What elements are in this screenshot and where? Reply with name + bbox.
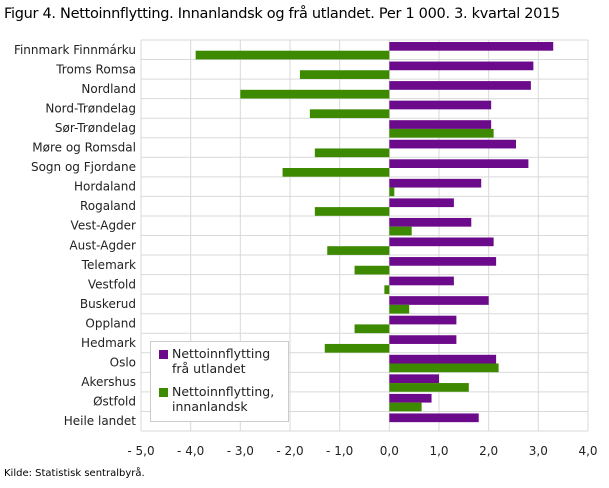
category-label: Vest-Agder bbox=[71, 219, 137, 233]
bar-utlandet bbox=[389, 100, 492, 110]
bar-innanlandsk bbox=[389, 187, 395, 197]
bar-innanlandsk bbox=[389, 128, 494, 138]
legend-label: Nettoinnflytting, bbox=[172, 384, 275, 399]
category-label: Hedmark bbox=[81, 336, 136, 350]
bar-utlandet bbox=[389, 315, 457, 325]
bar-innanlandsk bbox=[309, 109, 390, 119]
bar-utlandet bbox=[389, 374, 439, 384]
category-label: Sogn og Fjordane bbox=[31, 160, 136, 174]
bar-utlandet bbox=[389, 178, 482, 188]
bar-utlandet bbox=[389, 354, 497, 364]
chart-title: Figur 4. Nettoinnflytting. Innanlandsk o… bbox=[4, 6, 560, 22]
bar-innanlandsk bbox=[282, 168, 390, 177]
bar-innanlandsk bbox=[389, 226, 412, 236]
x-tick-label: 4,0 bbox=[578, 444, 597, 458]
x-tick-label: 0,0 bbox=[380, 444, 399, 458]
bar-utlandet bbox=[389, 413, 479, 423]
legend-swatch-utlandet bbox=[159, 350, 168, 359]
bar-utlandet bbox=[389, 198, 454, 208]
bar-innanlandsk bbox=[240, 89, 390, 99]
bar-utlandet bbox=[389, 120, 492, 129]
x-tick-label: - 5,0 bbox=[127, 444, 154, 458]
bar-innanlandsk bbox=[354, 265, 390, 275]
bar-innanlandsk bbox=[314, 148, 390, 158]
bar-innanlandsk bbox=[324, 343, 390, 353]
category-label: Møre og Romsdal bbox=[32, 141, 136, 155]
category-label: Østfold bbox=[93, 395, 136, 409]
bar-innanlandsk bbox=[195, 50, 390, 60]
bar-innanlandsk bbox=[384, 285, 390, 294]
category-label: Finnmark Finnmárku bbox=[14, 43, 136, 57]
bar-utlandet bbox=[389, 335, 457, 344]
x-tick-label: 3,0 bbox=[529, 444, 548, 458]
legend: Nettoinnflytting frå utlandet Nettoinnfly… bbox=[150, 341, 289, 422]
bar-innanlandsk bbox=[299, 70, 390, 79]
bar-utlandet bbox=[389, 237, 494, 247]
x-tick-label: - 1,0 bbox=[326, 444, 353, 458]
x-tick-label: - 2,0 bbox=[276, 444, 303, 458]
legend-label: frå utlandet bbox=[172, 361, 246, 376]
legend-item-utlandet: Nettoinnflytting frå utlandet bbox=[159, 346, 270, 376]
bar-utlandet bbox=[389, 61, 534, 71]
category-label: Rogaland bbox=[80, 199, 136, 213]
bar-utlandet bbox=[389, 42, 554, 51]
category-label: Vestfold bbox=[88, 277, 136, 291]
legend-swatch-innanlandsk bbox=[159, 388, 168, 397]
category-label: Aust-Agder bbox=[69, 238, 136, 252]
category-label: Sør-Trøndelag bbox=[55, 121, 136, 135]
category-label: Hordaland bbox=[74, 180, 136, 194]
bar-utlandet bbox=[389, 393, 432, 403]
category-label: Telemark bbox=[81, 258, 136, 272]
category-label: Nord-Trøndelag bbox=[45, 101, 136, 115]
bar-innanlandsk bbox=[389, 402, 422, 412]
bar-innanlandsk bbox=[389, 304, 410, 314]
category-label: Heile landet bbox=[64, 414, 137, 428]
bar-utlandet bbox=[389, 159, 529, 168]
bar-innanlandsk bbox=[327, 246, 390, 255]
legend-label: Nettoinnflytting bbox=[172, 346, 271, 361]
category-label: Buskerud bbox=[80, 297, 136, 311]
x-tick-label: - 3,0 bbox=[227, 444, 254, 458]
category-label: Oppland bbox=[85, 316, 136, 330]
category-label: Troms Romsa bbox=[55, 62, 136, 76]
bar-utlandet bbox=[389, 296, 489, 305]
bar-innanlandsk bbox=[389, 363, 499, 373]
source-note: Kilde: Statistisk sentralbyrå. bbox=[4, 468, 145, 479]
bar-utlandet bbox=[389, 217, 472, 227]
category-label: Akershus bbox=[81, 375, 136, 389]
legend-label: innanlandsk bbox=[172, 399, 248, 414]
x-tick-label: 1,0 bbox=[429, 444, 448, 458]
bar-utlandet bbox=[389, 139, 516, 149]
bar-utlandet bbox=[389, 257, 497, 266]
x-tick-label: 2,0 bbox=[479, 444, 498, 458]
bar-innanlandsk bbox=[354, 324, 390, 334]
category-label: Oslo bbox=[110, 356, 136, 370]
bar-utlandet bbox=[389, 81, 531, 90]
bar-innanlandsk bbox=[314, 207, 390, 216]
category-label: Nordland bbox=[81, 82, 136, 96]
legend-item-innanlandsk: Nettoinnflytting, innanlandsk bbox=[159, 384, 274, 414]
x-tick-label: - 4,0 bbox=[177, 444, 204, 458]
bar-utlandet bbox=[389, 276, 454, 286]
bar-innanlandsk bbox=[389, 383, 469, 392]
